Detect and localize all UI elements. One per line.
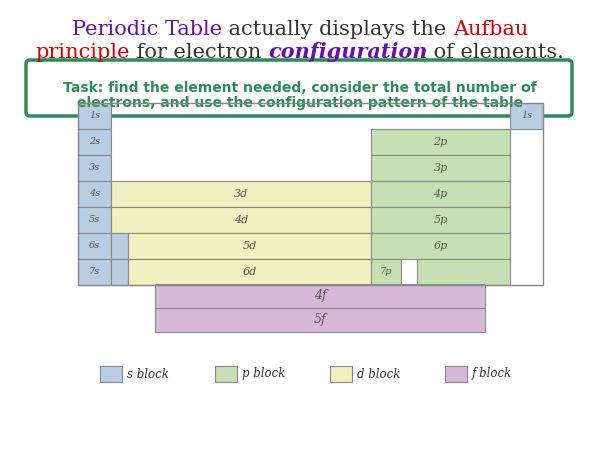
Text: 5p: 5p	[433, 215, 448, 225]
Text: 6s: 6s	[89, 242, 100, 251]
Bar	[78, 129, 111, 155]
Bar	[78, 155, 111, 181]
Text: principle: principle	[35, 43, 130, 62]
Bar	[128, 233, 371, 259]
Bar	[371, 155, 510, 181]
Text: p block: p block	[242, 368, 286, 381]
Text: 4d: 4d	[234, 215, 248, 225]
Bar	[215, 366, 237, 382]
Text: 5f: 5f	[314, 314, 326, 327]
Text: actually displays the: actually displays the	[222, 20, 453, 39]
Bar	[78, 207, 111, 233]
Bar	[78, 233, 111, 259]
Text: 1s: 1s	[521, 112, 532, 121]
Bar	[445, 366, 467, 382]
Text: for electron: for electron	[130, 43, 268, 62]
Bar	[417, 259, 510, 285]
Text: 7s: 7s	[89, 267, 100, 276]
Text: s block: s block	[127, 368, 169, 381]
Text: 6d: 6d	[242, 267, 257, 277]
Bar	[330, 366, 352, 382]
Text: 5d: 5d	[242, 241, 257, 251]
Text: 7p: 7p	[380, 267, 392, 276]
Text: Task: find the element needed, consider the total number of: Task: find the element needed, consider …	[63, 81, 537, 95]
Bar	[111, 181, 371, 207]
Text: 2s: 2s	[89, 138, 100, 147]
Bar	[111, 207, 371, 233]
Bar	[100, 366, 122, 382]
Bar	[78, 259, 111, 285]
Text: 4f: 4f	[314, 289, 326, 302]
Text: of elements.: of elements.	[427, 43, 565, 62]
Bar	[371, 129, 510, 155]
Text: Periodic Table: Periodic Table	[72, 20, 222, 39]
Bar	[155, 284, 485, 308]
Text: 4s: 4s	[89, 189, 100, 198]
Text: 2p: 2p	[433, 137, 448, 147]
Bar	[111, 233, 128, 259]
Bar	[128, 259, 371, 285]
Text: 4p: 4p	[433, 189, 448, 199]
Bar	[111, 259, 128, 285]
Text: 6p: 6p	[433, 241, 448, 251]
Bar	[371, 181, 510, 207]
Bar	[371, 259, 401, 285]
Bar	[78, 181, 111, 207]
Text: electrons, and use the configuration pattern of the table: electrons, and use the configuration pat…	[77, 96, 523, 110]
Text: 3d: 3d	[234, 189, 248, 199]
Text: 5s: 5s	[89, 216, 100, 225]
Text: f block: f block	[472, 368, 512, 381]
Text: d block: d block	[357, 368, 400, 381]
Text: Aufbau: Aufbau	[453, 20, 528, 39]
Text: 3s: 3s	[89, 163, 100, 172]
FancyBboxPatch shape	[26, 60, 572, 116]
Bar	[78, 103, 543, 285]
Text: 1s: 1s	[89, 112, 100, 121]
Bar	[155, 308, 485, 332]
Bar	[78, 103, 111, 129]
Text: 3p: 3p	[433, 163, 448, 173]
Bar	[371, 233, 510, 259]
Bar	[510, 103, 543, 129]
Bar	[371, 207, 510, 233]
Text: configuration: configuration	[268, 42, 427, 62]
